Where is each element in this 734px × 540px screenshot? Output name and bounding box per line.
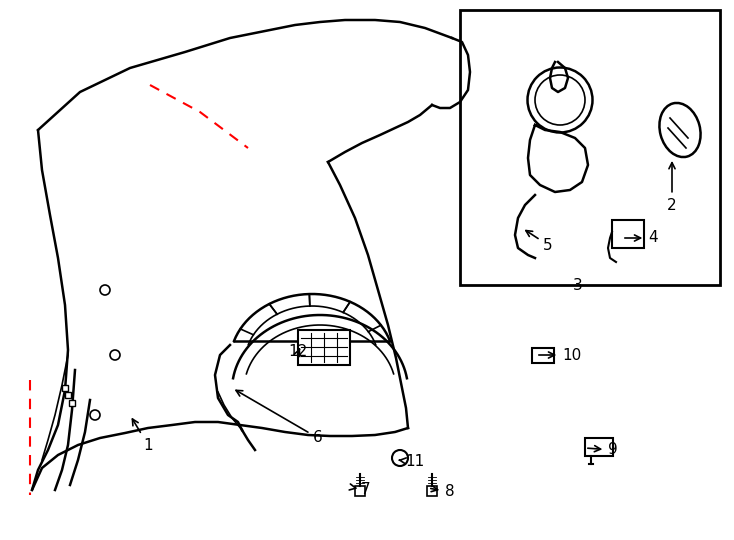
Text: 4: 4	[625, 231, 658, 246]
Bar	[355, 486, 365, 496]
Text: 8: 8	[431, 484, 454, 500]
Text: 10: 10	[539, 348, 581, 362]
Bar	[65, 392, 71, 398]
Bar	[298, 330, 350, 365]
Circle shape	[90, 410, 100, 420]
Text: 6: 6	[236, 390, 323, 445]
Text: 9: 9	[588, 442, 618, 457]
Ellipse shape	[659, 103, 700, 157]
Text: 2: 2	[667, 163, 677, 213]
Bar	[532, 348, 554, 363]
Ellipse shape	[528, 68, 592, 132]
Text: 3: 3	[573, 278, 583, 293]
Bar	[69, 400, 75, 406]
Text: 5: 5	[526, 231, 553, 253]
Bar	[427, 486, 437, 496]
Text: 12: 12	[288, 345, 308, 360]
Text: 7: 7	[349, 483, 370, 497]
Bar	[612, 220, 644, 248]
Bar	[585, 438, 613, 456]
Circle shape	[110, 350, 120, 360]
Bar	[460, 10, 720, 285]
Text: 11: 11	[399, 455, 425, 469]
Bar	[62, 385, 68, 391]
Text: 1: 1	[132, 419, 153, 453]
Circle shape	[392, 450, 408, 466]
Ellipse shape	[535, 75, 585, 125]
Circle shape	[100, 285, 110, 295]
